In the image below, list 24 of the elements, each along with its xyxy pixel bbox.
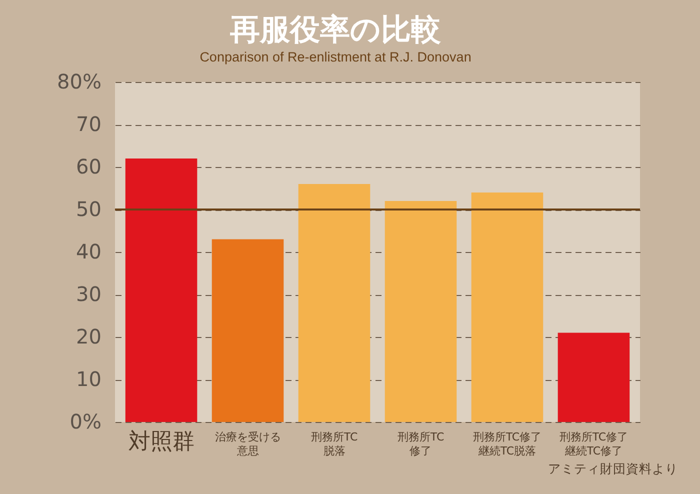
bar: [298, 184, 370, 422]
y-tick-label: 30: [76, 282, 102, 306]
bar: [212, 239, 284, 422]
bar: [471, 192, 544, 422]
y-tick-label: 0%: [70, 410, 102, 434]
x-tick-label: 刑務所TC修了継続TC脱落: [472, 430, 542, 458]
text: アミティ財団資料より: [548, 461, 678, 476]
bar: [125, 158, 198, 422]
bar: [384, 201, 457, 422]
x-tick-label: 治療を受ける意思: [214, 430, 281, 458]
x-tick-label: 刑務所TC修了継続TC修了: [559, 430, 628, 458]
bar: [558, 332, 630, 422]
y-tick-label: 80%: [57, 70, 102, 94]
y-tick-label: 10: [76, 367, 102, 391]
y-tick-label: 60: [76, 154, 102, 178]
chart-subtitle: Conparison of Re-enlistment at R.J. Donovan: [200, 50, 472, 64]
y-tick-label: 20: [76, 324, 102, 348]
y-tick-label: 70: [76, 112, 102, 136]
x-tick-label: 刑務所TC修了: [397, 430, 444, 458]
y-tick-label: 40: [76, 240, 102, 264]
y-tick-label: 50: [76, 197, 102, 221]
x-tick-label: 刑務所TC脱落: [310, 430, 358, 458]
chart-title: 再服役率の比較: [229, 12, 441, 48]
x-tick-label: 対照群: [128, 430, 194, 454]
